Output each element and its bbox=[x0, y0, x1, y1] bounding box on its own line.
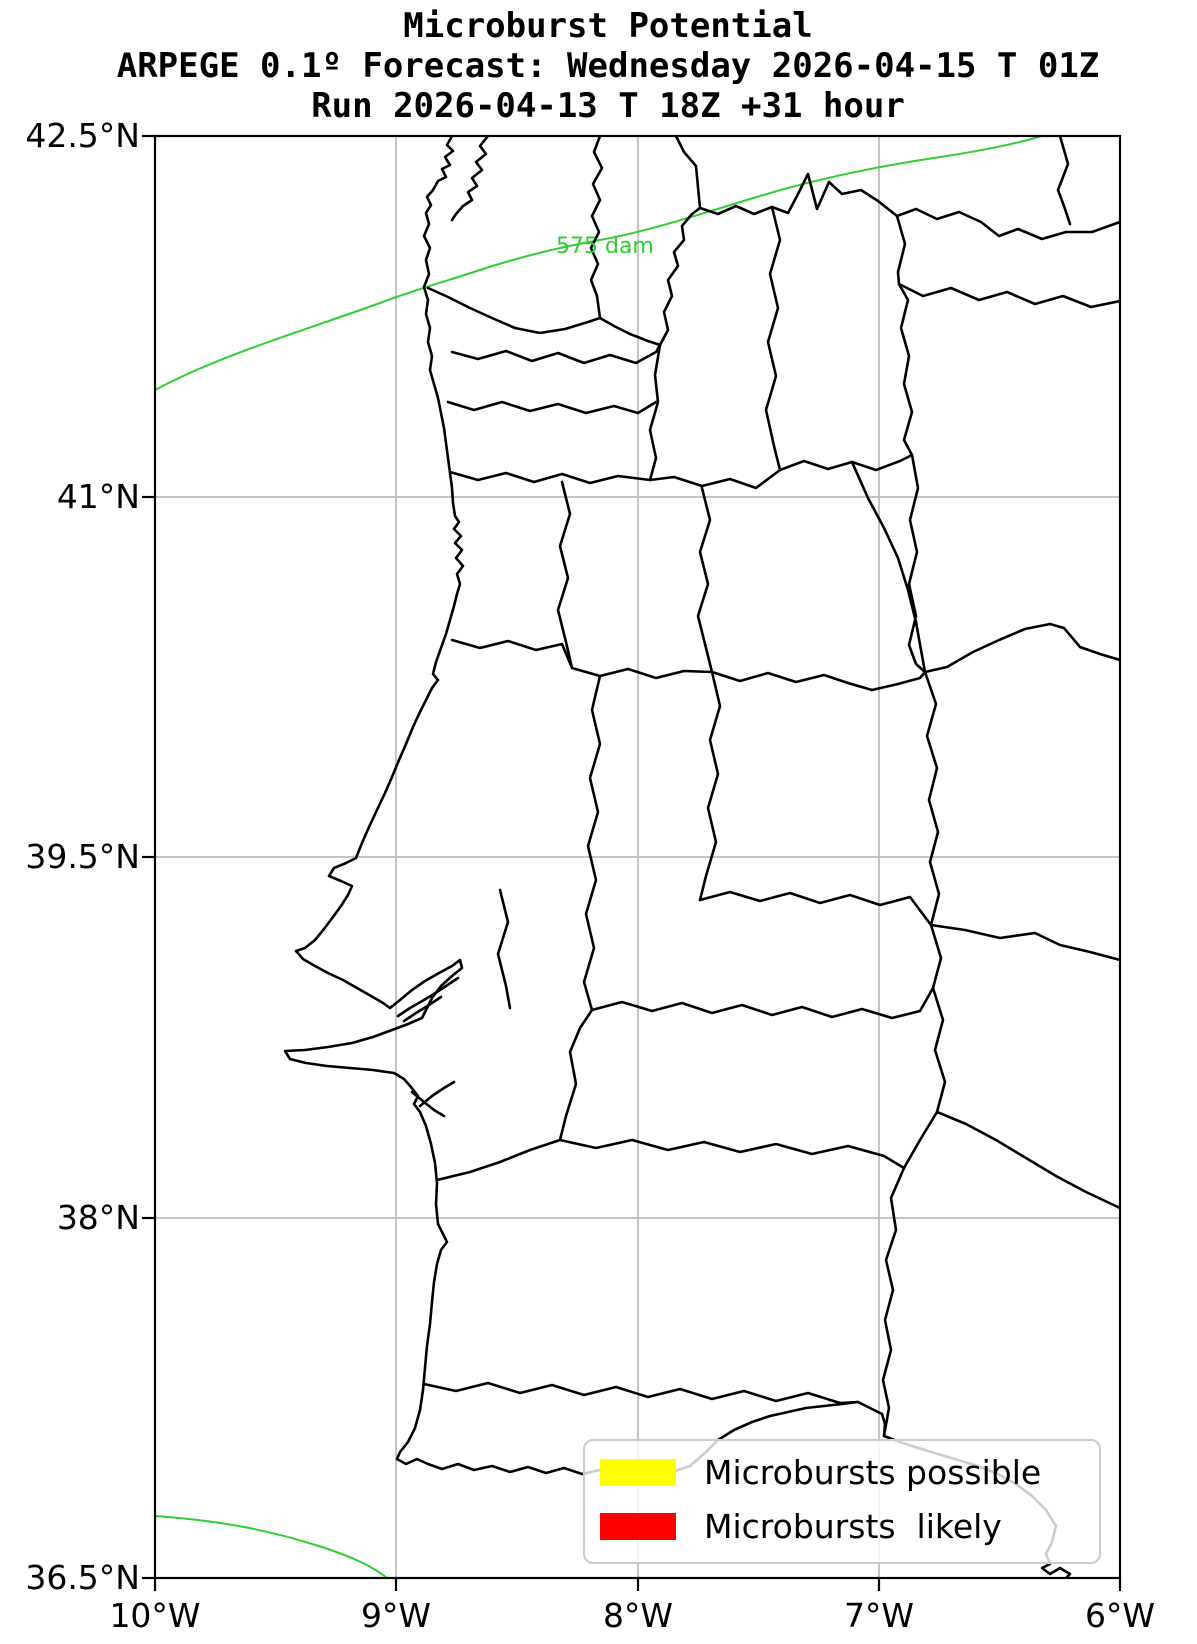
boundary-evora-north bbox=[590, 986, 935, 1020]
ytick-label-39-5n: 39.5°N bbox=[25, 837, 140, 876]
xtick-label-10w: 10°W bbox=[109, 1596, 201, 1635]
boundary-castelobranco-portalegre bbox=[698, 890, 933, 927]
ytick-label-36-5n: 36.5°N bbox=[25, 1558, 140, 1597]
legend-label-possible: Microbursts possible bbox=[704, 1452, 1042, 1492]
ytick-label-38n: 38°N bbox=[56, 1198, 140, 1237]
boundary-setubal-evora bbox=[558, 1008, 594, 1142]
ria-inlet-path bbox=[450, 136, 490, 222]
boundary-top-right-vertical bbox=[1056, 136, 1072, 226]
district-boundaries bbox=[283, 136, 1120, 1578]
boundary-viseu-guarda bbox=[696, 486, 714, 674]
sado-estuary-shore bbox=[418, 1080, 456, 1108]
boundary-aveiro-viseu bbox=[556, 480, 574, 670]
boundary-salamanca-caceres bbox=[923, 622, 1120, 674]
xtick-label-8w: 8°W bbox=[602, 1596, 674, 1635]
contour-575-north bbox=[155, 136, 1043, 391]
boundary-beja-faro bbox=[422, 1381, 860, 1405]
legend: Microbursts possible Microbursts likely bbox=[583, 1439, 1101, 1564]
boundary-leiria-santarem bbox=[582, 674, 602, 1012]
boundary-guarda-link bbox=[846, 670, 927, 692]
legend-item-likely: Microbursts likely bbox=[600, 1503, 1002, 1549]
boundary-lisboa-santarem bbox=[496, 888, 512, 1010]
xtick-label-6w: 6°W bbox=[1084, 1596, 1156, 1635]
sado-estuary-spit bbox=[410, 1090, 446, 1118]
ytick-label-42-5n: 42.5°N bbox=[25, 116, 140, 155]
ytick-label-41n: 41°N bbox=[56, 477, 140, 516]
tagus-estuary-shore bbox=[396, 976, 460, 1018]
boundary-vilareal-west bbox=[648, 343, 662, 482]
boundary-caceres-badajoz bbox=[929, 923, 1120, 962]
xtick-label-9w: 9°W bbox=[360, 1596, 432, 1635]
boundary-galicia-top bbox=[674, 136, 702, 210]
lat-lon-gridlines bbox=[155, 136, 1120, 1578]
boundary-castelobranco-west bbox=[698, 670, 722, 902]
xtick-label-7w: 7°W bbox=[843, 1596, 915, 1635]
legend-label-likely: Microbursts likely bbox=[704, 1506, 1002, 1546]
contour-575-lines bbox=[155, 136, 1043, 1578]
contour-575-south bbox=[155, 1515, 388, 1578]
axis-ticks bbox=[142, 134, 1122, 1591]
border-south-path bbox=[881, 670, 947, 1438]
boundary-zamora-east bbox=[897, 282, 1120, 309]
boundary-spain-vertical bbox=[895, 214, 927, 674]
border-guarda-diagonal bbox=[850, 460, 927, 674]
boundary-viana-braga bbox=[450, 343, 662, 365]
boundary-coimbra-line bbox=[450, 638, 850, 685]
boundary-braga-porto bbox=[446, 400, 658, 415]
boundary-vilareal-braganca bbox=[764, 205, 782, 472]
contour-label: 575 dam bbox=[556, 234, 654, 259]
boundary-galicia-vertical bbox=[589, 136, 604, 320]
tagus-estuary-shore-2 bbox=[402, 995, 443, 1023]
legend-swatch-possible bbox=[600, 1458, 676, 1486]
legend-swatch-likely bbox=[600, 1512, 676, 1540]
legend-item-possible: Microbursts possible bbox=[600, 1449, 1041, 1495]
figure-title: Microburst Potential ARPEGE 0.1º Forecas… bbox=[10, 6, 1197, 126]
title-line-2: ARPEGE 0.1º Forecast: Wednesday 2026-04-… bbox=[116, 46, 1100, 86]
boundary-badajoz-huelva bbox=[935, 1110, 1120, 1210]
boundary-evora-beja bbox=[435, 1138, 906, 1182]
title-line-3: Run 2026-04-13 T 18Z +31 hour bbox=[311, 86, 905, 126]
border-north-path bbox=[426, 172, 1120, 347]
boundary-douro-line bbox=[448, 453, 914, 490]
title-line-1: Microburst Potential bbox=[403, 6, 813, 46]
